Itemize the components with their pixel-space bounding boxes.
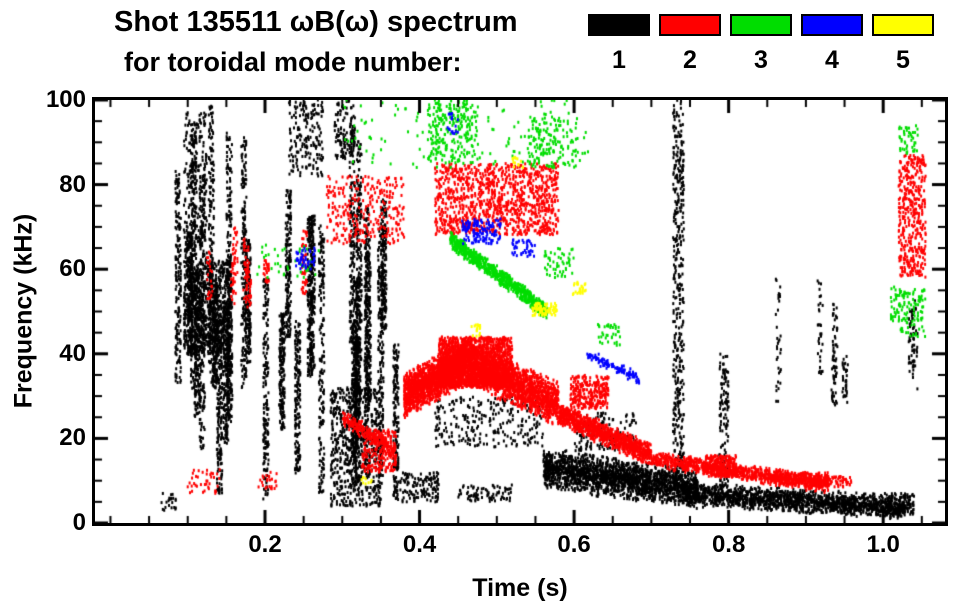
x-tick-label-0.2: 0.2 — [248, 531, 282, 558]
x-tick-label-1.0: 1.0 — [866, 531, 900, 558]
x-tick-label-0.8: 0.8 — [711, 531, 746, 558]
legend-numbers: 1 2 3 4 5 — [588, 46, 934, 75]
y-tick-label-0: 0 — [72, 509, 86, 536]
legend-number-5: 5 — [896, 46, 910, 74]
legend-number-4: 4 — [825, 46, 839, 74]
y-tick-label-80: 80 — [59, 170, 86, 198]
legend-number-3: 3 — [754, 46, 768, 74]
legend-number-1: 1 — [612, 46, 626, 74]
x-tick-label-0.4: 0.4 — [402, 531, 437, 558]
y-tick-label-100: 100 — [45, 86, 86, 113]
legend-swatch-3 — [730, 14, 792, 36]
legend-swatch-5 — [872, 14, 934, 36]
chart-title: Shot 135511 ωB(ω) spectrum — [114, 6, 518, 38]
y-tick-label-40: 40 — [59, 339, 86, 367]
legend-swatches — [588, 14, 934, 36]
legend-swatch-4 — [801, 14, 863, 36]
y-tick-label-60: 60 — [59, 255, 86, 283]
spectrogram-canvas — [95, 100, 945, 523]
y-tick-label-20: 20 — [59, 424, 86, 452]
legend-swatch-1 — [588, 14, 650, 36]
legend-swatch-2 — [659, 14, 721, 36]
x-axis-label: Time (s) — [472, 574, 568, 602]
y-axis-label: Frequency (kHz) — [9, 213, 38, 409]
x-tick-label-0.6: 0.6 — [557, 531, 591, 558]
chart-subtitle: for toroidal mode number: — [124, 47, 462, 77]
legend-number-2: 2 — [683, 46, 697, 74]
